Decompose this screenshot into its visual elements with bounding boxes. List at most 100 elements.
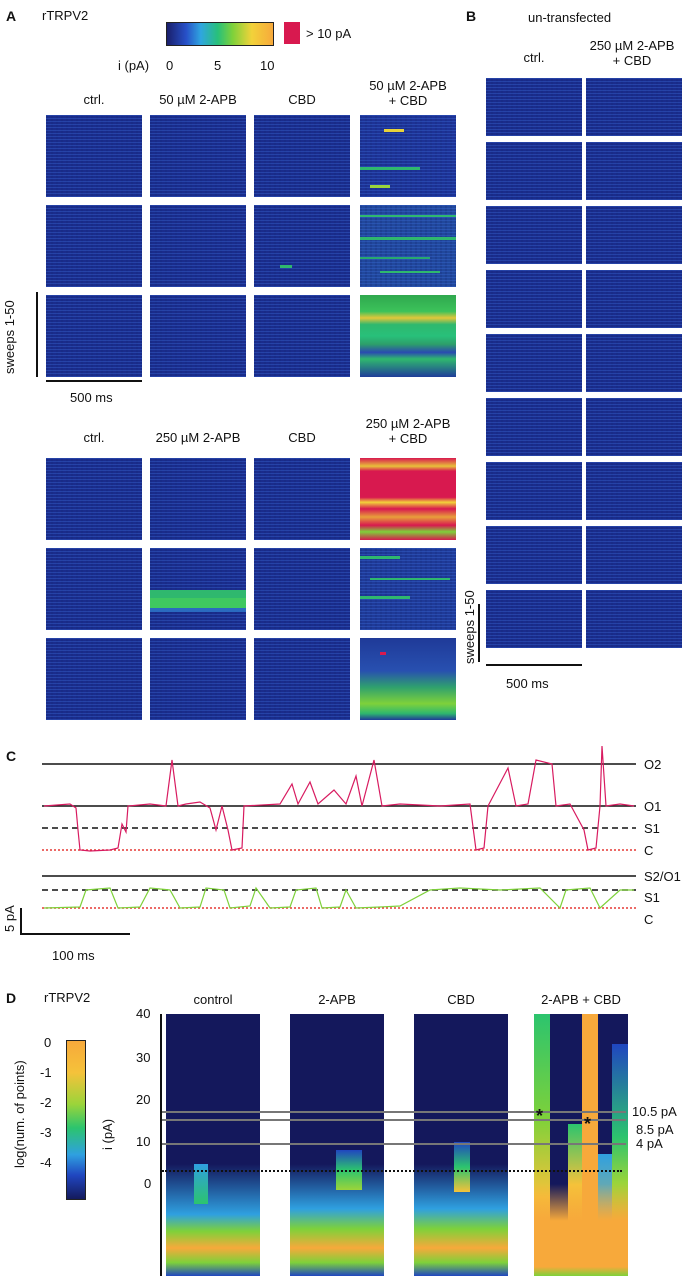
- heatmap-tile: [586, 142, 682, 200]
- heatmap-tile: [586, 590, 682, 648]
- heatmap-tile: [486, 78, 582, 136]
- density-colorbar: [66, 1040, 86, 1200]
- heatmap-tile: [486, 270, 582, 328]
- heatmap-tile: [360, 548, 456, 630]
- heatmap-tile: [586, 78, 682, 136]
- y-tick-label: 30: [136, 1050, 151, 1065]
- condition-label: CBD: [447, 992, 475, 1007]
- colorbar-tick: -3: [40, 1125, 52, 1140]
- heatmap-tile: [254, 458, 350, 540]
- asterisk-marker: *: [584, 1114, 592, 1134]
- level-label: 10.5 pA: [632, 1104, 677, 1119]
- colorbar-tick: 10: [260, 58, 275, 73]
- heatmap-tile: [360, 638, 456, 720]
- condition-label: 2-APB: [318, 992, 356, 1007]
- panel-d-title: rTRPV2: [44, 990, 91, 1005]
- heatmap-tile: [150, 638, 246, 720]
- column-header: CBD: [288, 92, 316, 107]
- scale-label: 500 ms: [70, 390, 113, 405]
- sweeps-label: sweeps 1-50: [462, 590, 477, 664]
- heatmap-tile: [150, 205, 246, 287]
- heatmap-tile: [486, 142, 582, 200]
- heatmap-tile: [586, 334, 682, 392]
- colorbar-tick: -1: [40, 1065, 52, 1080]
- heatmap-tile: [360, 295, 456, 377]
- column-header: 50 µM 2-APB + CBD: [369, 78, 447, 108]
- heatmap-tile: [46, 548, 142, 630]
- level-line: [162, 1143, 626, 1145]
- level-label: C: [644, 843, 654, 858]
- colorbar-tick: -2: [40, 1095, 52, 1110]
- level-line: [162, 1119, 626, 1121]
- single-channel-trace-2: [42, 886, 636, 910]
- column-header: ctrl.: [523, 50, 545, 65]
- heatmap-tile: [150, 458, 246, 540]
- column-header: CBD: [288, 430, 316, 445]
- scale-bar: [486, 664, 582, 666]
- colorbar-label: log(num. of points): [12, 1060, 27, 1168]
- heatmap-tile: [486, 398, 582, 456]
- colorbar-label: i (pA): [118, 58, 150, 73]
- heatmap-tile: [254, 295, 350, 377]
- y-tick-label: 10: [136, 1134, 151, 1149]
- heatmap-tile: [486, 590, 582, 648]
- level-label: C: [644, 912, 654, 927]
- level-label: S2/O1: [644, 869, 681, 884]
- scale-bar-x: [20, 933, 130, 935]
- zero-line: [162, 1170, 622, 1172]
- level-label: S1: [644, 821, 660, 836]
- heatmap-tile: [586, 398, 682, 456]
- panel-a-title: rTRPV2: [42, 8, 89, 23]
- heatmap-tile: [586, 206, 682, 264]
- single-channel-traces: [42, 745, 636, 891]
- histogram-cbd: [414, 1014, 508, 1276]
- colorbar-tick: 5: [214, 58, 222, 73]
- heatmap-tile: [150, 548, 246, 630]
- heatmap-tile: [586, 462, 682, 520]
- y-tick-label: 20: [136, 1092, 151, 1107]
- heatmap-tile: [254, 115, 350, 197]
- heatmap-tile: [254, 205, 350, 287]
- column-header: 250 µM 2-APB: [155, 430, 241, 445]
- panel-b-letter: B: [466, 8, 477, 24]
- heatmap-tile: [486, 334, 582, 392]
- histogram-control: [166, 1014, 260, 1276]
- panel-c-letter: C: [6, 748, 17, 764]
- heatmap-tile: [254, 638, 350, 720]
- asterisk-marker: *: [536, 1106, 544, 1126]
- sweeps-bar: [478, 604, 480, 662]
- heatmap-tile: [360, 115, 456, 197]
- level-label: S1: [644, 890, 660, 905]
- heatmap-tile: [150, 115, 246, 197]
- level-label: 4 pA: [636, 1136, 663, 1151]
- heatmap-tile: [586, 526, 682, 584]
- panel-b-title: un-transfected: [528, 10, 612, 25]
- overflow-swatch: [284, 22, 300, 44]
- level-label: O1: [644, 799, 662, 814]
- scale-label-y: 5 pA: [2, 905, 17, 932]
- column-header: ctrl.: [83, 430, 105, 445]
- sweeps-label: sweeps 1-50: [2, 300, 17, 374]
- condition-label: control: [193, 992, 233, 1007]
- heatmap-tile: [46, 205, 142, 287]
- y-axis-label: i (pA): [100, 1118, 115, 1150]
- heatmap-tile: [486, 462, 582, 520]
- column-header: 50 µM 2-APB: [159, 92, 237, 107]
- histogram-2apb-cbd: [534, 1014, 628, 1276]
- panel-a-letter: A: [6, 8, 17, 24]
- heatmap-tile: [150, 295, 246, 377]
- column-header: 250 µM 2-APB + CBD: [365, 416, 451, 446]
- overflow-label: > 10 pA: [306, 26, 352, 41]
- heatmap-tile: [46, 295, 142, 377]
- column-header: ctrl.: [83, 92, 105, 107]
- y-tick-label: 0: [144, 1176, 152, 1191]
- scale-bar: [46, 380, 142, 382]
- heatmap-tile: [360, 458, 456, 540]
- colorbar-tick: -4: [40, 1155, 52, 1170]
- scale-bar-y: [20, 908, 22, 934]
- histogram-2apb: [290, 1014, 384, 1276]
- current-colorbar: [166, 22, 274, 46]
- heatmap-tile: [486, 526, 582, 584]
- heatmap-tile: [46, 638, 142, 720]
- heatmap-tile: [360, 205, 456, 287]
